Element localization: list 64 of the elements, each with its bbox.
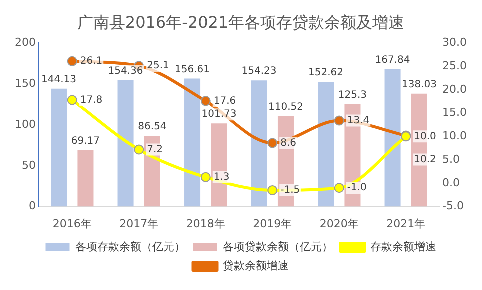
point: [334, 183, 344, 194]
bar: [251, 80, 268, 207]
data-label: 10.0: [414, 131, 436, 142]
data-label: 125.3: [338, 90, 368, 101]
data-label: 156.61: [175, 64, 210, 76]
point: [67, 56, 78, 66]
data-label: 26.1: [80, 56, 103, 68]
data-label: 69.17: [71, 136, 100, 147]
data-label: 144.13: [42, 74, 77, 86]
x-tick-label: 2017年: [120, 217, 159, 230]
data-label: 167.84: [375, 55, 410, 66]
legend-label: 各项贷款余额（亿元）: [222, 240, 333, 254]
data-label: 110.52: [268, 102, 304, 113]
data-label: 86.54: [138, 122, 167, 133]
x-tick-label: 2021年: [386, 217, 426, 230]
y2-tick-label: 0.0: [442, 176, 460, 190]
bar: [78, 150, 94, 207]
y2-tick-label: 30.0: [442, 36, 468, 50]
point: [268, 138, 278, 148]
y-tick-label: 150: [14, 76, 36, 90]
data-label: -1.5: [280, 185, 300, 196]
data-label: 154.23: [242, 66, 277, 78]
data-label: 8.6: [280, 138, 297, 149]
data-label: 154.36: [108, 66, 144, 78]
y2-tick-label: 25.0: [442, 59, 468, 72]
point: [268, 185, 278, 196]
data-label: 10.2: [414, 154, 436, 166]
point: [200, 172, 211, 182]
legend-label: 贷款余额增速: [222, 259, 289, 272]
data-label: 7.2: [147, 144, 164, 156]
point: [200, 96, 211, 106]
bar: [51, 88, 68, 207]
legend-label: 各项存款余额（亿元）: [75, 240, 186, 254]
y2-tick-label: 10.0: [442, 130, 468, 143]
x-tick-label: 2018年: [186, 217, 226, 230]
data-label: 138.03: [402, 79, 437, 90]
y2-tick-label: 20.0: [442, 82, 468, 96]
point: [334, 116, 344, 126]
bar: [384, 70, 401, 207]
x-tick-label: 2019年: [253, 217, 292, 230]
y2-tick-label: -5.0: [442, 200, 464, 213]
data-label: 25.1: [147, 60, 170, 72]
chart-title: 广南县2016年-2021年各项存贷款余额及增速: [77, 12, 405, 32]
y-tick-label: 200: [14, 36, 36, 50]
bar: [318, 82, 334, 207]
y-tick-label: 50: [22, 158, 36, 172]
point: [134, 144, 144, 155]
data-label: 1.3: [214, 172, 230, 183]
data-label: 152.62: [308, 68, 344, 79]
data-label: 13.4: [347, 115, 370, 126]
y-tick-label: 0: [28, 200, 36, 213]
legend-label: 存款余额增速: [370, 240, 436, 254]
y2-tick-label: 5.0: [442, 152, 460, 166]
y-tick-label: 100: [14, 118, 36, 131]
bar: [184, 78, 201, 207]
x-tick-label: 2016年: [52, 217, 92, 230]
data-label: 17.6: [214, 96, 236, 107]
point: [67, 95, 78, 106]
data-label: 17.8: [80, 94, 103, 106]
data-label: 101.73: [202, 109, 237, 120]
y2-tick-label: 15.0: [442, 106, 468, 120]
x-tick-label: 2020年: [320, 217, 359, 230]
bar: [118, 80, 134, 207]
data-label: -1.0: [347, 182, 367, 194]
